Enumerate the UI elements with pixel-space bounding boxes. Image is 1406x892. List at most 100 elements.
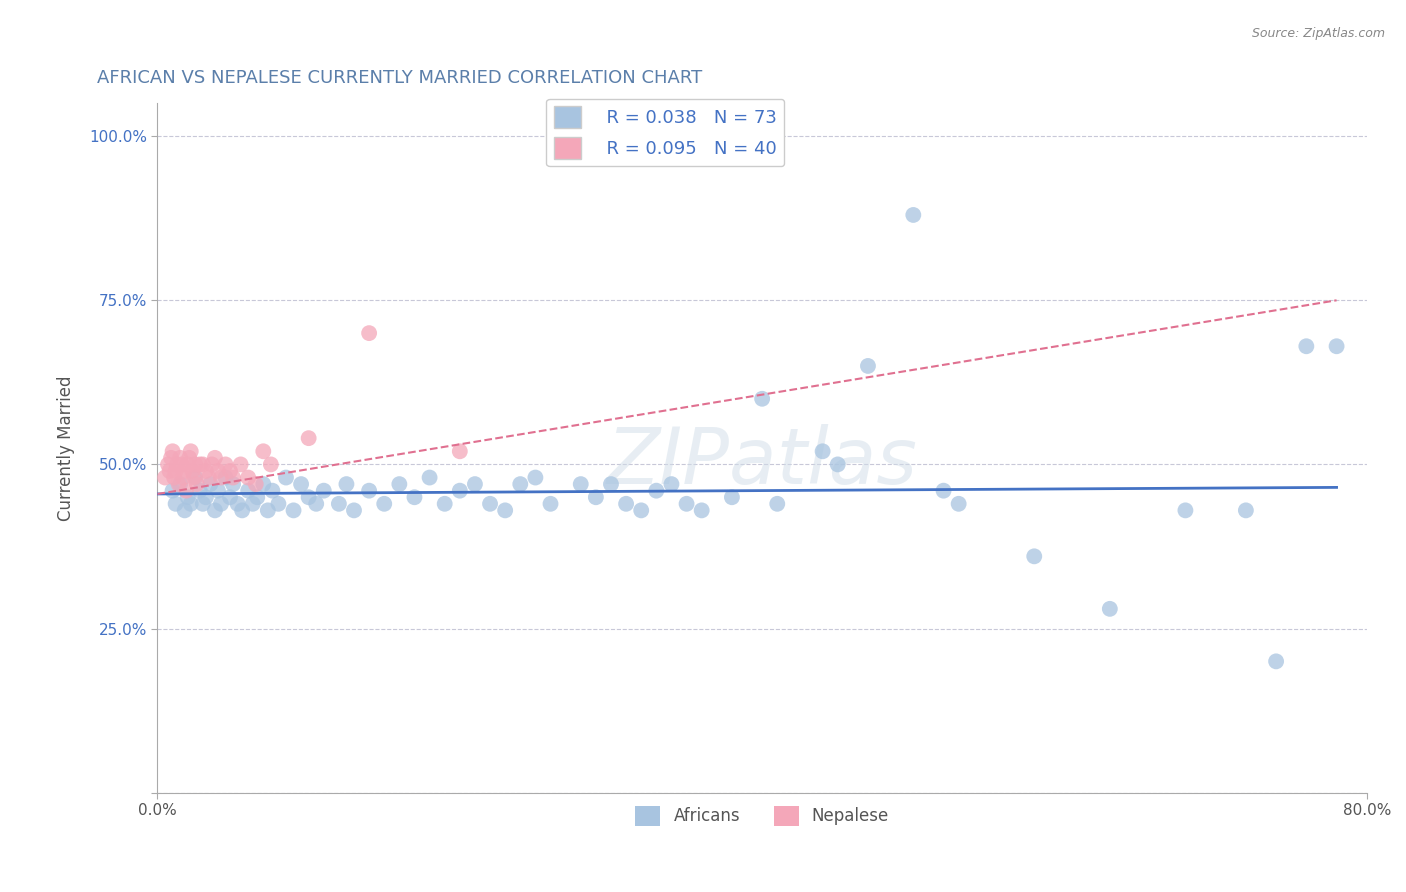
Point [222,470,245,484]
Point [479,497,502,511]
Point [262,483,284,498]
Point [222,477,245,491]
Point [204,450,226,465]
Y-axis label: Currently Married: Currently Married [58,376,75,521]
Point [179,450,201,465]
Point [246,490,269,504]
Point [207,483,229,498]
Point [1265,654,1288,668]
Point [229,458,252,472]
Point [312,483,335,498]
Point [585,490,607,504]
Point [494,503,516,517]
Point [167,477,190,491]
Point [449,483,471,498]
Point [162,444,184,458]
Point [180,497,202,511]
Point [177,490,200,504]
Point [267,497,290,511]
Point [226,497,249,511]
Point [252,477,274,491]
Point [191,458,214,472]
Point [256,503,278,517]
Point [419,470,441,484]
Point [509,477,531,491]
Point [1326,339,1348,353]
Point [157,458,180,472]
Point [283,503,305,517]
Point [645,483,668,498]
Point [172,470,194,484]
Point [433,497,456,511]
Point [343,503,366,517]
Point [231,503,253,517]
Point [242,497,264,511]
Point [948,497,970,511]
Point [165,497,187,511]
Point [194,490,217,504]
Point [298,431,321,445]
Point [856,359,879,373]
Point [404,490,426,504]
Legend: Africans, Nepalese: Africans, Nepalese [628,799,896,832]
Point [298,490,321,504]
Point [238,470,260,484]
Point [630,503,652,517]
Point [194,464,217,478]
Point [169,450,191,465]
Point [388,477,411,491]
Point [201,458,224,472]
Point [214,470,236,484]
Point [159,464,181,478]
Point [932,483,955,498]
Point [449,444,471,458]
Point [811,444,834,458]
Point [219,464,242,478]
Point [183,470,205,484]
Point [1024,549,1046,564]
Point [1174,503,1197,517]
Point [177,458,200,472]
Point [174,483,197,498]
Point [260,458,283,472]
Text: ZIPatlas: ZIPatlas [607,424,918,500]
Point [252,444,274,458]
Text: AFRICAN VS NEPALESE CURRENTLY MARRIED CORRELATION CHART: AFRICAN VS NEPALESE CURRENTLY MARRIED CO… [97,69,702,87]
Point [614,497,637,511]
Point [166,458,188,472]
Point [160,450,183,465]
Point [328,497,350,511]
Point [184,458,207,472]
Point [569,477,592,491]
Point [245,477,267,491]
Point [335,477,357,491]
Point [1234,503,1257,517]
Point [661,477,683,491]
Point [198,470,221,484]
Point [163,470,186,484]
Point [524,470,547,484]
Point [274,470,297,484]
Point [359,483,381,498]
Point [162,483,184,498]
Point [751,392,773,406]
Point [207,464,229,478]
Point [209,497,232,511]
Point [690,503,713,517]
Point [173,503,195,517]
Point [238,483,260,498]
Point [214,458,236,472]
Point [1098,602,1121,616]
Point [153,470,176,484]
Point [766,497,789,511]
Point [1295,339,1317,353]
Point [169,477,191,491]
Point [721,490,744,504]
Point [200,477,222,491]
Point [165,464,187,478]
Point [675,497,697,511]
Point [290,477,312,491]
Point [219,490,242,504]
Point [186,477,208,491]
Point [204,503,226,517]
